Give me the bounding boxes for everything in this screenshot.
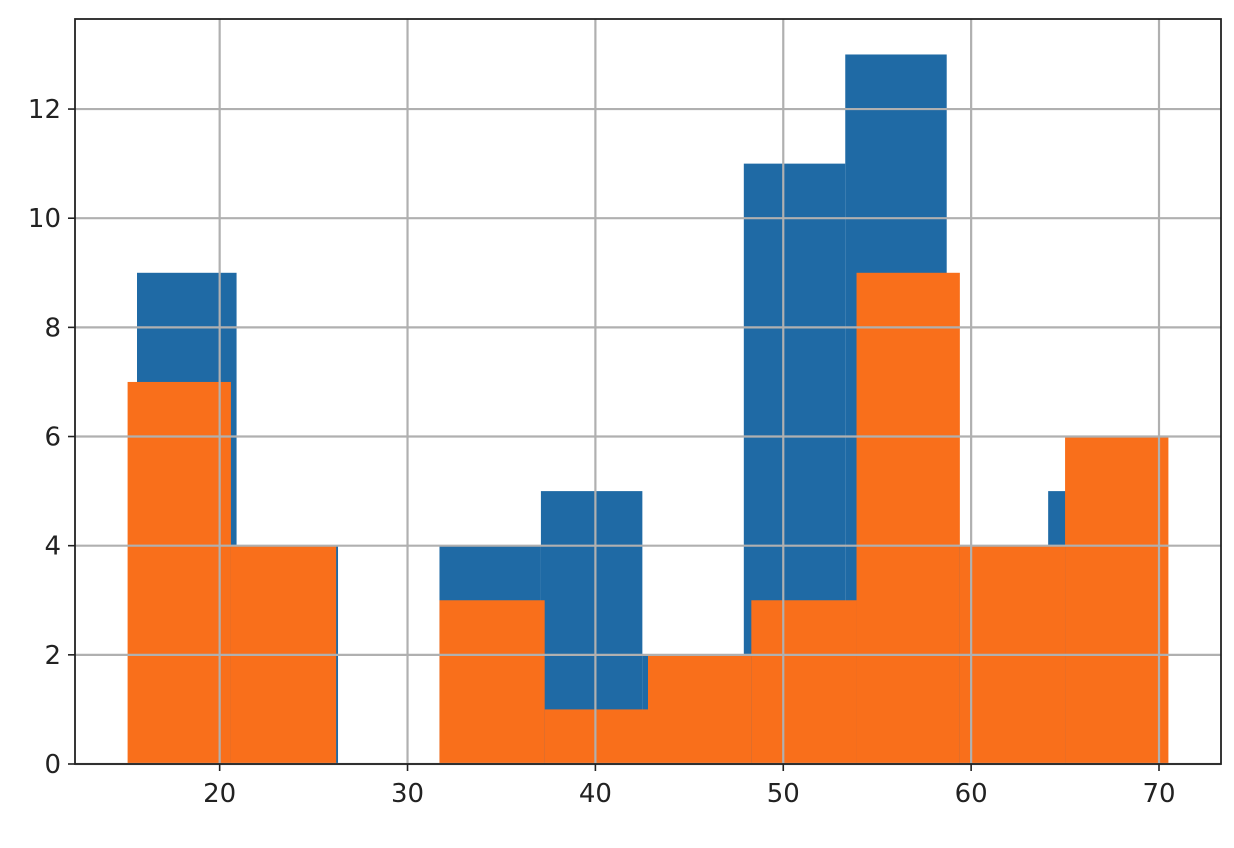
histogram-bar: [127, 381, 231, 764]
histogram-bar: [751, 600, 857, 764]
histogram-bar: [856, 272, 960, 764]
x-tick-label: 30: [391, 779, 424, 809]
y-tick-label: 4: [44, 532, 61, 562]
y-tick-label: 10: [28, 204, 61, 234]
axes-frame: [74, 18, 1222, 765]
x-tick-label: 20: [203, 779, 236, 809]
histogram-bar: [439, 600, 545, 764]
y-tick-label: 6: [44, 423, 61, 453]
x-tick-label: 70: [1142, 779, 1175, 809]
axis-ticks: 20 30 40 50 60 70 0 2 4 6 8 10 12: [28, 95, 1176, 809]
x-tick-label: 60: [955, 779, 988, 809]
x-tick-label: 40: [579, 779, 612, 809]
y-tick-label: 2: [44, 641, 61, 671]
y-tick-label: 12: [28, 95, 61, 125]
histogram-bar: [1065, 436, 1169, 764]
y-tick-label: 8: [44, 313, 61, 343]
histogram-bar: [648, 654, 752, 764]
y-tick-label: 0: [44, 750, 61, 780]
x-tick-label: 50: [767, 779, 800, 809]
